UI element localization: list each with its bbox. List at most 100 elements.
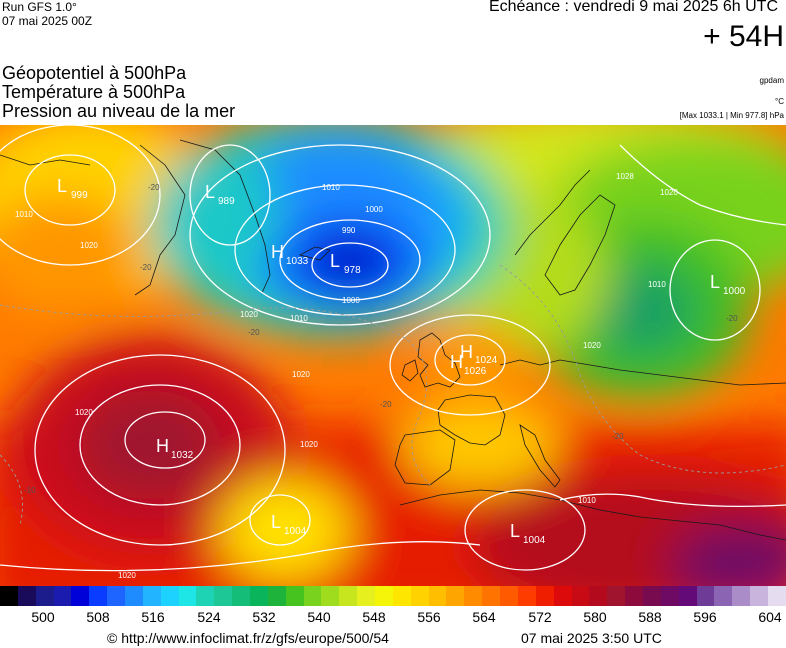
isobar-label: 1010 <box>15 210 33 219</box>
colorbar-tick-label: 572 <box>528 609 552 625</box>
unit-temperature: °C <box>775 97 784 106</box>
greenland-coast <box>134 144 186 296</box>
isotherm-label: -10 <box>24 486 36 495</box>
isobar-label: 1020 <box>660 188 678 197</box>
colorbar-swatch <box>500 586 518 606</box>
colorbar-swatch <box>678 586 697 606</box>
center-value: 1032 <box>171 450 194 461</box>
center-letter: L <box>271 512 281 532</box>
isotherm-label: -20 <box>248 328 260 337</box>
isotherm-label: -20 <box>140 263 152 272</box>
colorbar-tick-label: 604 <box>758 609 782 625</box>
center-value: 1000 <box>723 286 746 297</box>
isobar-label: 1000 <box>365 205 383 214</box>
isotherm-label: -20 <box>612 432 624 441</box>
colorbar-swatch <box>196 586 215 606</box>
colorbar-swatch <box>714 586 733 606</box>
colorbar-swatch <box>321 586 340 606</box>
colorbar-swatch <box>589 586 608 606</box>
colorbar-swatch <box>142 586 161 606</box>
isobar-label: 1010 <box>322 183 340 192</box>
colorbar-tick-label: 548 <box>362 609 386 625</box>
center-letter: L <box>330 251 340 271</box>
colorbar-swatch <box>392 586 411 606</box>
colorbar-tick-label: 516 <box>141 609 165 625</box>
colorbar-tick-label: 588 <box>638 609 662 625</box>
greenland-east-coast <box>179 139 271 294</box>
unit-geopotential: gpdam <box>759 76 784 85</box>
coastlines <box>0 139 786 541</box>
colorbar-swatch <box>267 586 286 606</box>
isobar <box>669 239 761 341</box>
isobar <box>559 493 786 508</box>
pressure-center-labels: L 999 L 989 H 1033 L 978 H 1024 H 1026 L… <box>57 176 746 546</box>
forecast-step: + 54H <box>703 20 784 53</box>
run-info: Run GFS 1.0° 07 mai 2025 00Z <box>2 0 92 28</box>
colorbar-swatch <box>214 586 233 606</box>
colorbar-swatch <box>0 586 18 606</box>
isotherm-label: -20 <box>726 314 738 323</box>
colorbar-swatch <box>17 586 36 606</box>
colorbar-swatch <box>178 586 197 606</box>
isobar-label: 1010 <box>648 280 666 289</box>
pressure-range: [Max 1033.1 | Min 977.8] hPa <box>679 111 784 120</box>
colorbar-swatch <box>375 586 393 606</box>
colorbar-swatch <box>607 586 626 606</box>
center-letter: H <box>156 436 169 456</box>
colorbar-swatch <box>250 586 268 606</box>
isobar-label: 1000 <box>342 296 360 305</box>
center-letter: L <box>205 182 215 202</box>
isobar <box>249 494 311 546</box>
colorbar-swatch <box>303 586 322 606</box>
isotherm <box>0 454 23 526</box>
isotherm-label: -20 <box>380 400 392 409</box>
isobar <box>0 125 161 266</box>
colorbar-swatch <box>517 586 536 606</box>
source-url: © http://www.infoclimat.fr/z/gfs/europe/… <box>107 630 389 646</box>
center-value: 1024 <box>475 355 498 366</box>
colorbar-swatch <box>160 586 179 606</box>
param-geopotential: Géopotentiel à 500hPa <box>2 63 187 83</box>
colorbar-ticks: 500 508 516 524 532 540 548 556 564 572 580 588 596 6… <box>0 609 786 627</box>
center-value: 1033 <box>286 256 309 267</box>
colorbar-swatch <box>339 586 358 606</box>
center-letter: H <box>460 342 473 362</box>
center-letter: L <box>510 521 520 541</box>
isobar <box>619 144 786 226</box>
scandinavia <box>544 194 616 296</box>
colorbar-swatch <box>35 586 54 606</box>
colorbar-swatch <box>446 586 465 606</box>
weather-map: L 999 L 989 H 1033 L 978 H 1024 H 1026 L… <box>0 125 786 586</box>
norway-coast <box>514 169 591 256</box>
param-pressure: Pression au niveau de la mer <box>2 101 236 121</box>
colorbar-swatch <box>553 586 572 606</box>
colorbar-tick-label: 540 <box>307 609 331 625</box>
isobar-label: 1020 <box>118 571 136 580</box>
colorbar-swatch <box>767 586 786 606</box>
isobar <box>0 541 481 572</box>
colorbar-swatch <box>125 586 143 606</box>
center-value: 1004 <box>284 526 307 537</box>
isobar-label: 1028 <box>616 172 634 181</box>
colorbar-tick-label: 580 <box>583 609 607 625</box>
colorbar-swatch <box>660 586 679 606</box>
creation-time: 07 mai 2025 3:50 UTC <box>521 630 662 646</box>
colorbar-tick-label: 500 <box>31 609 55 625</box>
colorbar-swatch <box>535 586 554 606</box>
italy <box>519 424 561 488</box>
isobar-label: 990 <box>342 226 356 235</box>
isobar <box>79 384 241 506</box>
center-value: 1004 <box>523 535 546 546</box>
param-temperature: Température à 500hPa <box>2 82 186 102</box>
colorbar-swatch <box>53 586 72 606</box>
center-value: 978 <box>344 265 361 276</box>
isobar-label: 1010 <box>290 314 308 323</box>
isotherm <box>0 304 431 486</box>
france <box>437 394 506 446</box>
north-africa-coast <box>399 489 786 541</box>
forecast-valid-time: Echéance : vendredi 9 mai 2025 6h UTC <box>488 0 778 15</box>
colorbar-swatch <box>625 586 643 606</box>
arctic-canada-coast <box>0 154 91 166</box>
isobar-label: 1020 <box>300 440 318 449</box>
colorbar-tick-label: 524 <box>197 609 221 625</box>
